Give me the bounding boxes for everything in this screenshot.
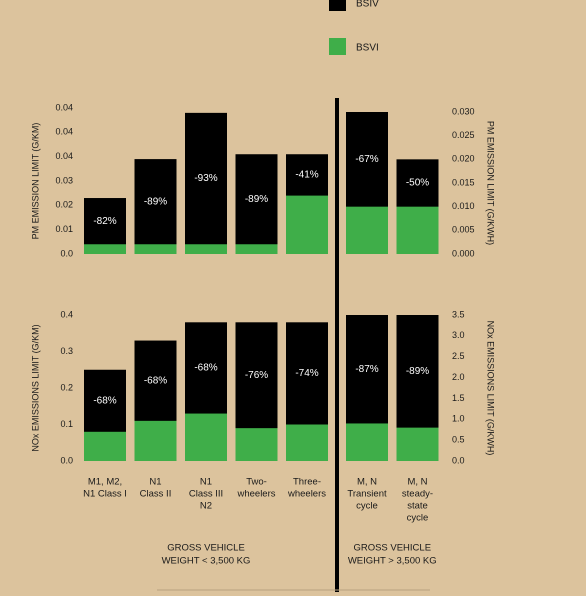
y-tick-label: 0.0 bbox=[452, 455, 465, 465]
y-tick-label: 0.4 bbox=[60, 309, 73, 319]
y-tick-label: 0.015 bbox=[452, 177, 475, 187]
change-label: -41% bbox=[295, 170, 318, 181]
group-label: GROSS VEHICLE bbox=[167, 543, 245, 554]
change-label: -89% bbox=[144, 196, 167, 207]
y-tick-label: 0.005 bbox=[452, 225, 475, 235]
legend-label: BSVI bbox=[356, 43, 379, 54]
y-axis-title: NOx EMISSIONS LIMIT (G/KWH) bbox=[486, 321, 496, 456]
y-tick-label: 2.0 bbox=[452, 372, 465, 382]
y-tick-label: 1.5 bbox=[452, 393, 465, 403]
x-tick-label: M1, M2, bbox=[88, 477, 122, 488]
bar bbox=[134, 159, 177, 254]
y-tick-label: 0.04 bbox=[55, 102, 73, 112]
y-tick-label: 0.01 bbox=[55, 224, 73, 234]
bar bbox=[396, 206, 439, 254]
bar bbox=[286, 195, 328, 254]
x-tick-label: cycle bbox=[407, 513, 429, 524]
x-tick-label: wheelers bbox=[287, 489, 326, 500]
x-tick-label: state bbox=[407, 501, 428, 512]
change-label: -93% bbox=[194, 173, 217, 184]
x-tick-label: Class II bbox=[140, 489, 172, 500]
legend-swatch bbox=[329, 38, 346, 55]
x-tick-label: wheelers bbox=[236, 489, 275, 500]
y-tick-label: 0.1 bbox=[60, 419, 73, 429]
divider bbox=[335, 98, 339, 592]
change-label: -67% bbox=[355, 154, 378, 165]
y-tick-label: 0.03 bbox=[55, 175, 73, 185]
bar bbox=[185, 244, 227, 254]
bar bbox=[235, 244, 278, 254]
change-label: -68% bbox=[144, 375, 167, 386]
bar bbox=[84, 244, 126, 254]
bar bbox=[235, 154, 278, 254]
y-tick-label: 0.0 bbox=[60, 248, 73, 258]
group-label: GROSS VEHICLE bbox=[353, 543, 431, 554]
x-tick-label: M, N bbox=[357, 477, 377, 488]
x-tick-label: Class III bbox=[189, 489, 223, 500]
y-tick-label: 0.2 bbox=[60, 382, 73, 392]
x-tick-label: N1 bbox=[149, 477, 161, 488]
y-axis-title: NOx EMISSIONS LIMIT (G/KM) bbox=[30, 324, 40, 451]
x-tick-label: N1 Class I bbox=[83, 489, 127, 500]
legend-label: BSIV bbox=[356, 0, 379, 10]
y-tick-label: 0.020 bbox=[452, 154, 475, 164]
bar bbox=[346, 206, 388, 254]
change-label: -89% bbox=[406, 366, 429, 377]
bar bbox=[84, 431, 126, 461]
change-label: -82% bbox=[93, 216, 116, 227]
x-tick-label: M, N bbox=[407, 477, 427, 488]
change-label: -74% bbox=[295, 368, 318, 379]
bar bbox=[134, 244, 177, 254]
y-tick-label: 0.025 bbox=[452, 130, 475, 140]
change-label: -89% bbox=[245, 194, 268, 205]
change-label: -50% bbox=[406, 178, 429, 189]
bar bbox=[346, 423, 388, 461]
y-axis-title: PM EMISSION LIMIT (G/KM) bbox=[30, 123, 40, 240]
change-label: -68% bbox=[194, 363, 217, 374]
change-label: -76% bbox=[245, 370, 268, 381]
y-tick-label: 0.3 bbox=[60, 346, 73, 356]
change-label: -87% bbox=[355, 364, 378, 375]
y-tick-label: 0.030 bbox=[452, 106, 475, 116]
y-tick-label: 3.0 bbox=[452, 330, 465, 340]
y-tick-label: 0.0 bbox=[60, 455, 73, 465]
x-tick-label: N1 bbox=[200, 477, 212, 488]
x-tick-label: cycle bbox=[356, 501, 378, 512]
group-label: WEIGHT < 3,500 KG bbox=[162, 556, 251, 567]
x-tick-label: Three- bbox=[293, 477, 321, 488]
x-tick-label: N2 bbox=[200, 501, 212, 512]
y-tick-label: 0.010 bbox=[452, 201, 475, 211]
y-axis-title: PM EMISSION LIMIT (G/KWH) bbox=[486, 121, 496, 245]
y-tick-label: 0.04 bbox=[55, 127, 73, 137]
bar bbox=[286, 424, 328, 461]
bar bbox=[134, 420, 177, 461]
legend-swatch bbox=[329, 0, 346, 11]
x-tick-label: Two- bbox=[246, 477, 267, 488]
x-tick-label: Transient bbox=[347, 489, 387, 500]
group-label: WEIGHT > 3,500 KG bbox=[348, 556, 437, 567]
bar bbox=[396, 427, 439, 461]
y-tick-label: 2.5 bbox=[452, 351, 465, 361]
bar bbox=[185, 112, 227, 254]
bar bbox=[235, 428, 278, 461]
change-label: -68% bbox=[93, 395, 116, 406]
bar bbox=[185, 413, 227, 461]
x-tick-label: steady- bbox=[402, 489, 433, 500]
y-tick-label: 0.5 bbox=[452, 435, 465, 445]
y-tick-label: 3.5 bbox=[452, 309, 465, 319]
y-tick-label: 0.04 bbox=[55, 151, 73, 161]
y-tick-label: 0.02 bbox=[55, 200, 73, 210]
y-tick-label: 1.0 bbox=[452, 414, 465, 424]
y-tick-label: 0.000 bbox=[452, 248, 475, 258]
